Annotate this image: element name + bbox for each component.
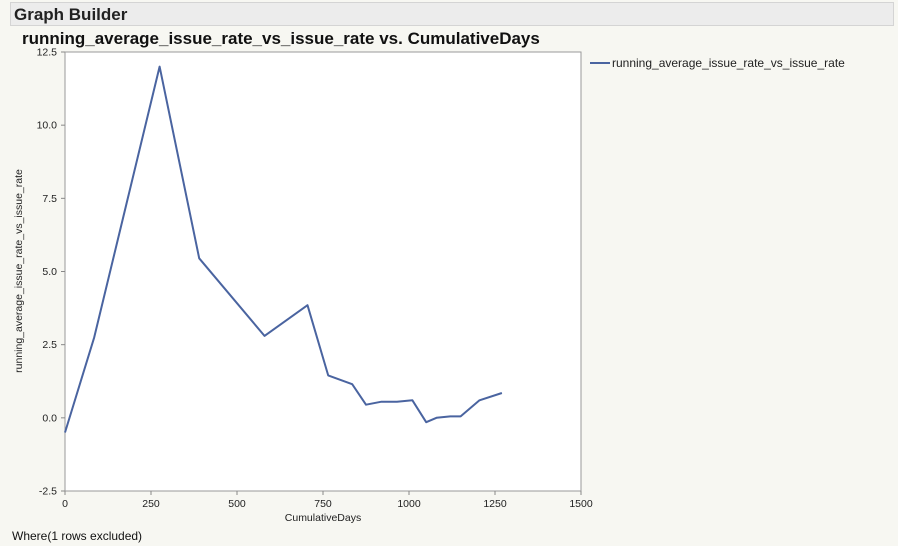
x-tick-label: 1500 bbox=[569, 498, 593, 510]
legend: running_average_issue_rate_vs_issue_rate bbox=[590, 56, 845, 70]
x-tick-label: 1250 bbox=[483, 498, 507, 510]
series-line bbox=[64, 65, 503, 433]
y-tick-label: 0.0 bbox=[42, 412, 57, 424]
x-tick-label: 500 bbox=[228, 498, 246, 510]
y-tick-label: 12.5 bbox=[37, 47, 58, 59]
x-tick-label: 1000 bbox=[397, 498, 421, 510]
window-title: Graph Builder bbox=[14, 5, 128, 24]
rows-excluded-note: Where(1 rows excluded) bbox=[12, 529, 143, 543]
y-tick-label: 10.0 bbox=[37, 120, 58, 132]
y-tick-label: 5.0 bbox=[42, 266, 57, 278]
legend-swatch bbox=[590, 62, 610, 64]
x-tick-label: 250 bbox=[142, 498, 160, 510]
chart-title: running_average_issue_rate_vs_issue_rate… bbox=[22, 29, 540, 48]
y-axis: -2.5 0.0 2.5 5.0 7.5 10.0 12.5 bbox=[37, 47, 65, 498]
x-axis: 0 250 500 750 1000 1250 1500 bbox=[62, 491, 593, 510]
plot-area bbox=[64, 51, 582, 492]
y-tick-label: 2.5 bbox=[42, 339, 57, 351]
x-axis-label: CumulativeDays bbox=[285, 512, 361, 524]
x-tick-label: 750 bbox=[314, 498, 332, 510]
x-tick-label: 0 bbox=[62, 498, 68, 510]
title-bar: Graph Builder bbox=[10, 2, 894, 26]
y-axis-label: running_average_issue_rate_vs_issue_rate bbox=[13, 169, 25, 373]
legend-label: running_average_issue_rate_vs_issue_rate bbox=[612, 56, 845, 70]
y-tick-label: 7.5 bbox=[42, 193, 57, 205]
y-tick-label: -2.5 bbox=[39, 486, 57, 498]
